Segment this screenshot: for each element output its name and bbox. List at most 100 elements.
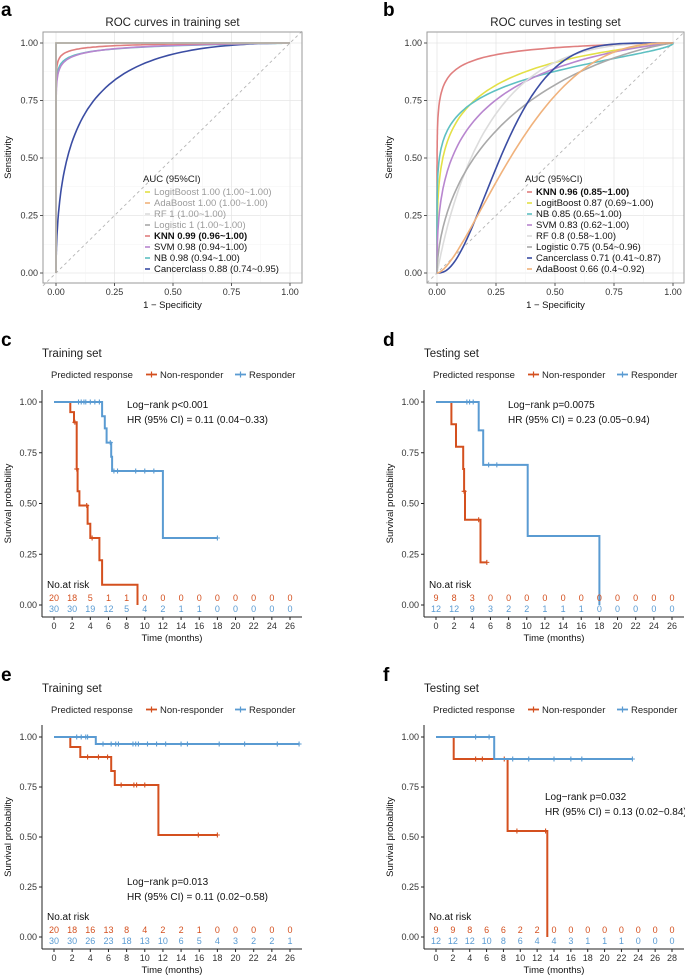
risk-count-responder: 1	[585, 936, 590, 946]
risk-count-non-responder: 2	[518, 925, 523, 935]
legend-title: Predicted response	[433, 370, 515, 381]
y-tick-label: 0.75	[20, 96, 38, 106]
risk-count-non-responder: 20	[49, 593, 59, 603]
risk-count-non-responder: 9	[433, 593, 438, 603]
x-tick-label: 14	[176, 953, 186, 963]
risk-count-responder: 19	[85, 604, 95, 614]
risk-count-responder: 13	[140, 936, 150, 946]
x-tick-label: 0.50	[164, 287, 182, 297]
censor-mark	[95, 754, 101, 760]
risk-count-non-responder: 13	[103, 925, 113, 935]
risk-count-responder: 1	[561, 604, 566, 614]
risk-count-responder: 30	[49, 936, 59, 946]
y-tick-label: 0.50	[19, 499, 37, 509]
risk-count-responder: 4	[535, 936, 540, 946]
risk-count-responder: 1	[542, 604, 547, 614]
y-tick-label: 0.00	[20, 268, 38, 278]
legend-label-cancerclass: Cancerclass 0.71 (0.41~0.87)	[536, 253, 661, 264]
y-tick-label: 1.00	[401, 732, 419, 742]
x-tick-label: 20	[600, 953, 610, 963]
risk-count-responder: 0	[597, 604, 602, 614]
y-tick-label: 1.00	[20, 38, 38, 48]
x-tick-label: 6	[106, 621, 111, 631]
risk-table-title: No.at risk	[47, 580, 90, 591]
risk-count-responder: 0	[233, 604, 238, 614]
risk-count-responder: 23	[103, 936, 113, 946]
x-tick-label: 4	[88, 953, 93, 963]
y-tick-label: 0.25	[401, 882, 419, 892]
risk-count-responder: 10	[482, 936, 492, 946]
legend-label-svm: SVM 0.98 (0.94~1.00)	[154, 242, 247, 253]
censor-mark	[72, 419, 78, 425]
risk-count-non-responder: 0	[269, 925, 274, 935]
risk-count-responder: 4	[142, 604, 147, 614]
risk-count-non-responder: 0	[160, 593, 165, 603]
risk-count-responder: 3	[233, 936, 238, 946]
risk-count-responder: 1	[197, 604, 202, 614]
x-tick-label: 8	[501, 953, 506, 963]
censor-mark	[484, 559, 490, 565]
legend-title: Predicted response	[433, 705, 515, 716]
risk-count-responder: 1	[619, 936, 624, 946]
risk-count-responder: 6	[518, 936, 523, 946]
censor-mark	[83, 399, 89, 405]
risk-count-non-responder: 18	[67, 593, 77, 603]
risk-count-responder: 1	[579, 604, 584, 614]
censor-mark	[526, 756, 532, 762]
hazard-ratio: HR (95% CI) = 0.13 (0.02~0.84)	[545, 807, 685, 818]
risk-count-non-responder: 0	[197, 593, 202, 603]
censor-mark	[115, 468, 121, 474]
x-tick-label: 0.00	[428, 287, 446, 297]
plot-background	[427, 32, 684, 283]
risk-count-responder: 0	[651, 604, 656, 614]
legend-label-svm: SVM 0.83 (0.62~1.00)	[536, 220, 629, 231]
legend-label-logistic: Logistic 0.75 (0.54~0.96)	[536, 242, 641, 253]
x-tick-label: 20	[231, 621, 241, 631]
risk-count-responder: 1	[179, 604, 184, 614]
censor-mark	[214, 832, 220, 838]
legend-label-rf: RF 0.8 (0.58~1.00)	[536, 231, 616, 242]
x-tick-label: 4	[470, 621, 475, 631]
censor-mark	[96, 399, 102, 405]
censor-mark	[629, 756, 635, 762]
legend-label-rf: RF 1 (1.00~1.00)	[154, 209, 226, 220]
x-tick-label: 18	[212, 953, 222, 963]
x-tick-label: 22	[631, 621, 641, 631]
risk-count-non-responder: 0	[233, 593, 238, 603]
risk-count-non-responder: 2	[535, 925, 540, 935]
risk-count-responder: 9	[470, 604, 475, 614]
censor-mark	[118, 782, 124, 788]
x-tick-label: 10	[140, 621, 150, 631]
x-tick-label: 16	[566, 953, 576, 963]
roc-curve-logistic	[436, 42, 674, 273]
y-tick-label: 0.00	[401, 932, 419, 942]
risk-count-non-responder: 4	[142, 925, 147, 935]
risk-count-responder: 5	[197, 936, 202, 946]
censor-mark	[87, 399, 93, 405]
x-tick-label: 0.75	[605, 287, 623, 297]
risk-count-non-responder: 8	[467, 925, 472, 935]
y-tick-label: 1.00	[404, 38, 422, 48]
risk-count-non-responder: 0	[524, 593, 529, 603]
risk-count-non-responder: 2	[160, 925, 165, 935]
censor-mark	[89, 535, 95, 541]
y-tick-label: 0.50	[404, 153, 422, 163]
risk-count-responder: 12	[103, 604, 113, 614]
censor-mark	[105, 754, 111, 760]
x-tick-label: 18	[583, 953, 593, 963]
x-tick-label: 14	[558, 621, 568, 631]
y-tick-label: 0.25	[19, 549, 37, 559]
censor-mark	[242, 741, 248, 747]
censor-mark	[154, 741, 160, 747]
chart-title: Testing set	[424, 683, 480, 695]
y-tick-label: 0.00	[401, 600, 419, 610]
hazard-ratio: HR (95% CI) = 0.23 (0.05~0.94)	[508, 415, 650, 426]
risk-count-non-responder: 6	[484, 925, 489, 935]
censor-mark	[135, 741, 141, 747]
chart-title: ROC curves in training set	[105, 17, 240, 29]
censor-mark	[470, 399, 476, 405]
x-tick-label: 14	[549, 953, 559, 963]
risk-count-non-responder: 16	[85, 925, 95, 935]
x-tick-label: 26	[285, 621, 295, 631]
legend-label-responder: Responder	[249, 705, 295, 716]
